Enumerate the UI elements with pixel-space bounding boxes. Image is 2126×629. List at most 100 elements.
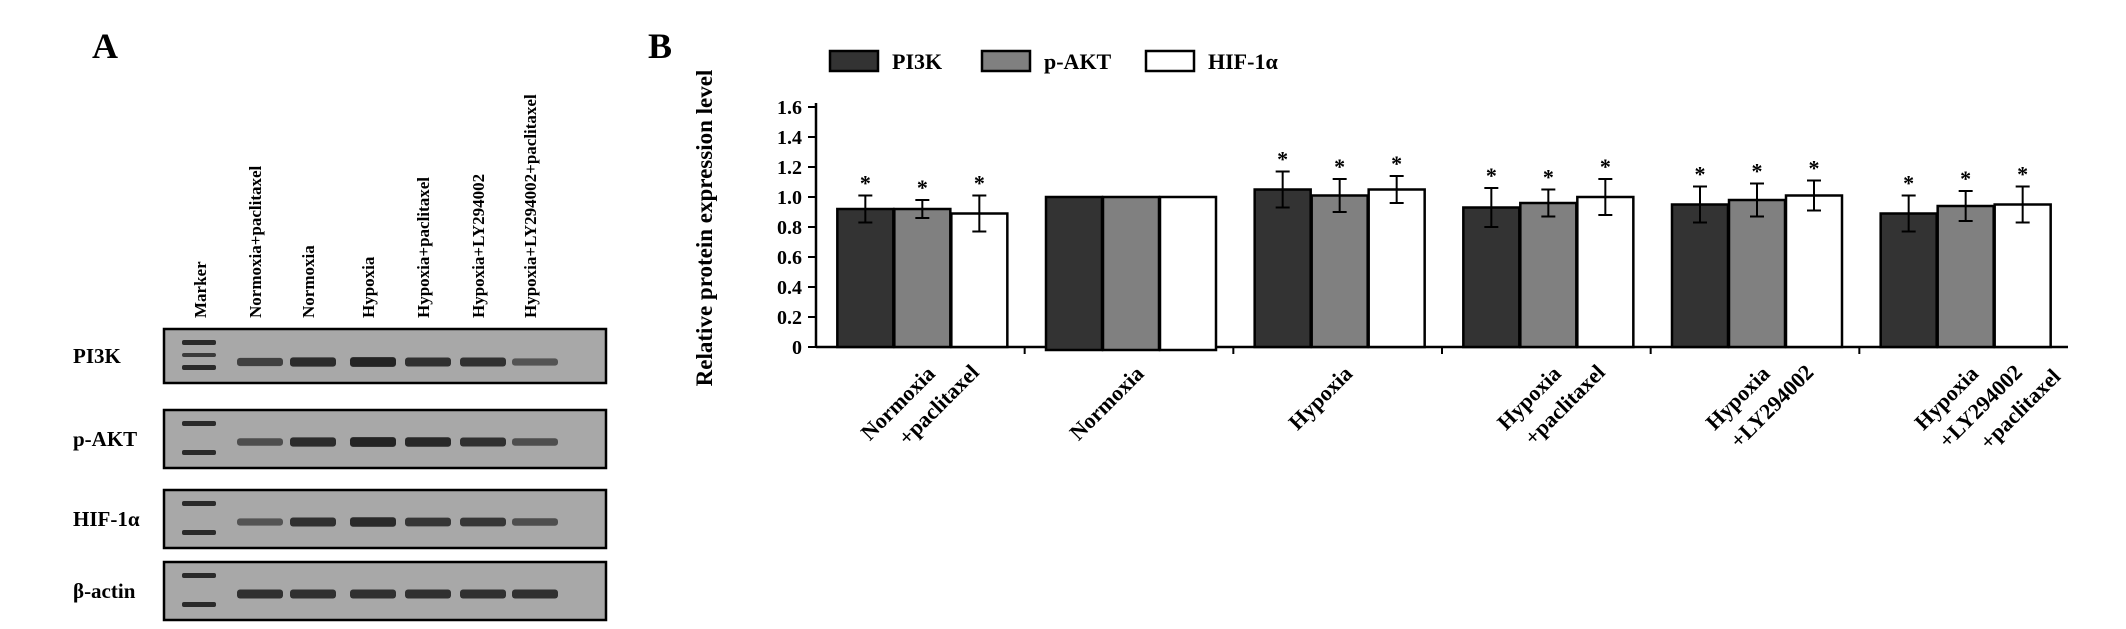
bar-hif-1--2: [1367, 188, 1426, 349]
bar-hif-1--3: [1576, 195, 1635, 349]
lane-label-1: Normoxia+paclitaxel: [246, 165, 265, 318]
bar-hif-1--0: [950, 212, 1009, 349]
protein-band: [405, 357, 451, 367]
marker-band: [182, 421, 216, 426]
y-tick-label: 1.4: [777, 127, 802, 149]
protein-band: [405, 437, 451, 447]
bar-p-akt-4: [1727, 198, 1787, 349]
chart-axes: 0 0.2 0.4 0.6 0.8 1.0 1.2 1.4 1.6: [777, 97, 2068, 359]
blot-row-1: p-AKT: [73, 408, 608, 470]
legend-swatch-2: [1144, 49, 1196, 73]
y-tick-label: 1.2: [777, 157, 802, 179]
bar-p-akt-1: [1101, 195, 1161, 352]
blot-row-label: p-AKT: [73, 427, 137, 451]
protein-band: [405, 517, 451, 527]
significance-star: *: [974, 171, 985, 196]
significance-star: *: [1809, 156, 1820, 181]
significance-star: *: [1391, 151, 1402, 176]
legend-label-0: PI3K: [892, 49, 942, 74]
protein-band: [460, 437, 506, 447]
protein-band: [350, 589, 396, 599]
y-tick-label: 0: [792, 337, 802, 359]
protein-band: [290, 437, 336, 447]
bar-hif-1--4: [1784, 194, 1844, 349]
panel-b-bar-chart: B PI3K p-AKT HIF-1α Relative protein expre…: [648, 26, 2068, 454]
significance-star: *: [1695, 162, 1706, 187]
protein-band: [290, 589, 336, 599]
marker-band: [182, 450, 216, 455]
y-tick-label: 0.4: [777, 277, 802, 299]
legend-swatch-0: [828, 49, 880, 73]
bar-hif-1--5: [1993, 203, 2052, 349]
y-axis-label: Relative protein expression level: [692, 70, 717, 387]
panel-a-label: A: [92, 26, 118, 66]
y-tick-label: 0.8: [777, 217, 802, 239]
protein-band: [290, 357, 336, 367]
protein-band: [512, 589, 558, 599]
protein-band: [350, 357, 396, 367]
significance-star: *: [1752, 159, 1763, 184]
bar-hif-1--1: [1158, 195, 1218, 352]
significance-star: *: [1543, 165, 1554, 190]
chart-legend: PI3K p-AKT HIF-1α: [828, 49, 1278, 74]
protein-band: [460, 589, 506, 599]
legend-swatch-1: [980, 49, 1032, 73]
protein-band: [237, 518, 283, 526]
blot-rows: PI3K p-AKT HIF-1α β-actin: [73, 327, 608, 622]
protein-band: [460, 357, 506, 367]
protein-band: [350, 437, 396, 447]
bar-pi3k-0: [836, 207, 895, 349]
panel-a-western-blot: A Marker Normoxia+paclitaxel Normoxia Hypox…: [73, 26, 608, 622]
significance-star: *: [1486, 163, 1497, 188]
category-label-3: Hypoxia+paclitaxel: [1492, 359, 1610, 449]
significance-star: *: [1334, 154, 1345, 179]
bar-pi3k-5: [1879, 212, 1938, 349]
y-tick-label: 0.6: [777, 247, 802, 269]
blot-row-label: β-actin: [73, 579, 136, 603]
protein-band: [237, 438, 283, 446]
significance-star: *: [1600, 154, 1611, 179]
significance-star: *: [1903, 171, 1914, 196]
marker-band: [182, 365, 216, 370]
panel-b-label: B: [648, 26, 672, 66]
protein-band: [237, 589, 283, 599]
lane-label-6: Hypoxia+LY294002+paclitaxel: [521, 94, 540, 318]
marker-band: [182, 530, 216, 535]
category-label-line: Hypoxia: [1283, 361, 1357, 435]
lane-label-5: Hypoxia+LY294002: [469, 174, 488, 318]
marker-band: [182, 501, 216, 506]
legend-label-2: HIF-1α: [1208, 49, 1278, 74]
bar-pi3k-2: [1253, 188, 1312, 349]
blot-membrane: [162, 327, 608, 385]
bar-pi3k-1: [1044, 195, 1104, 352]
significance-star: *: [860, 171, 871, 196]
category-label-line: Normoxia: [1064, 361, 1148, 445]
blot-row-label: HIF-1α: [73, 507, 140, 531]
lane-label-3: Hypoxia: [359, 256, 378, 318]
significance-star: *: [1277, 147, 1288, 172]
significance-star: *: [2017, 162, 2028, 187]
protein-band: [237, 357, 283, 367]
protein-band: [512, 518, 558, 526]
bar-pi3k-3: [1462, 206, 1521, 349]
marker-band: [182, 340, 216, 345]
protein-band: [460, 517, 506, 527]
marker-band: [182, 573, 216, 578]
category-label-4: Hypoxia+LY294002: [1701, 359, 1819, 452]
category-label-1: Normoxia: [1064, 361, 1148, 445]
blot-row-2: HIF-1α: [73, 488, 608, 550]
y-tick-label: 1.0: [777, 187, 802, 209]
significance-star: *: [1960, 166, 1971, 191]
significance-star: *: [917, 175, 928, 200]
protein-band: [405, 589, 451, 599]
blot-row-3: β-actin: [73, 560, 608, 622]
protein-band: [290, 517, 336, 527]
bar-p-akt-5: [1936, 204, 1995, 349]
category-label-2: Hypoxia: [1283, 361, 1357, 435]
protein-band: [512, 438, 558, 446]
category-label-0: Normoxia+paclitaxel: [856, 359, 984, 449]
marker-band: [182, 353, 216, 357]
blot-row-0: PI3K: [73, 327, 608, 385]
y-tick-label: 1.6: [777, 97, 802, 119]
lane-label-2: Normoxia: [299, 245, 318, 318]
